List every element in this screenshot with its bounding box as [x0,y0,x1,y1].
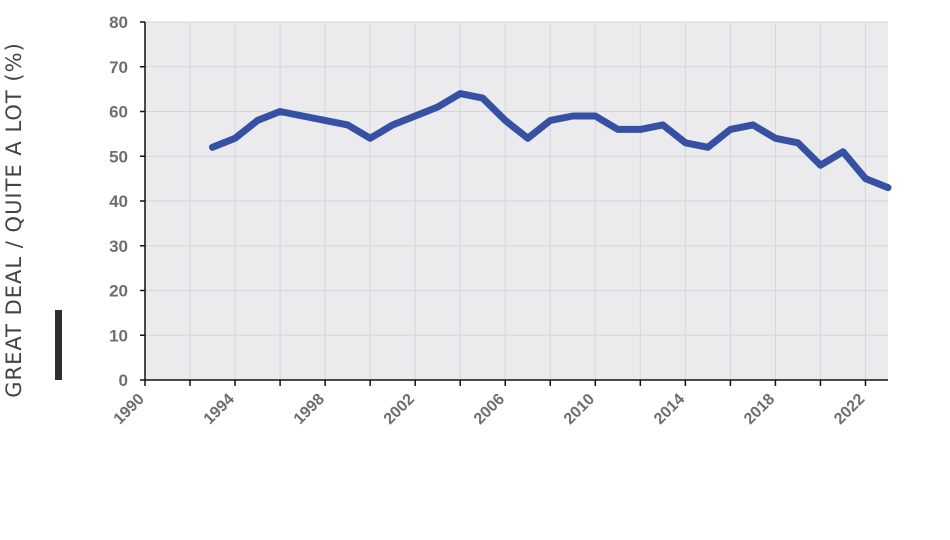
y-axis-title-bar [55,310,62,380]
y-tick-label: 10 [109,326,128,345]
y-tick-label: 70 [109,58,128,77]
y-tick-label: 0 [119,371,128,390]
x-tick-label: 1998 [291,391,328,428]
y-tick-label: 60 [109,103,128,122]
y-tick-label: 40 [109,192,128,211]
y-tick-label: 50 [109,147,128,166]
x-tick-label: 2022 [831,391,868,428]
x-tick-label: 1994 [201,391,238,428]
x-tick-label: 2010 [561,391,598,428]
series-line [209,90,892,192]
y-tick-label: 30 [109,237,128,256]
y-tick-label: 80 [109,13,128,32]
x-tick-label: 2014 [651,391,688,428]
y-tick-label: 20 [109,282,128,301]
x-tick-label: 2006 [471,391,508,428]
x-tick-label: 2018 [741,391,778,428]
x-tick-label: 2002 [381,391,418,428]
x-tick-label: 1990 [111,391,148,428]
